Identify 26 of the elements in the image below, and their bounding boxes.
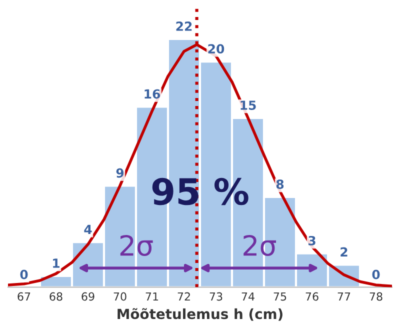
x-axis-title: Mõõtetulemus h (cm) [118, 308, 282, 321]
x-tick-label: 72 [178, 292, 190, 301]
data-label: 15 [240, 100, 256, 110]
data-label: 0 [372, 270, 380, 280]
annotation: 95 % [152, 178, 248, 206]
x-tick-label: 73 [210, 292, 222, 301]
x-tick-label: 67 [18, 292, 30, 301]
data-label: 0 [20, 270, 28, 280]
data-label: 3 [308, 236, 316, 246]
x-tick-label: 71 [146, 292, 158, 301]
data-label: 2 [340, 247, 348, 257]
x-tick-label: 68 [50, 292, 62, 301]
x-tick-label: 74 [242, 292, 254, 301]
x-tick-label: 77 [338, 292, 350, 301]
data-label: 8 [276, 180, 284, 189]
data-label: 22 [176, 22, 192, 31]
x-tick-label: 78 [370, 292, 382, 301]
x-tick-label: 75 [274, 292, 286, 301]
data-label: 16 [144, 89, 160, 99]
x-tick-label: 69 [82, 292, 94, 301]
data-label: 4 [84, 224, 92, 234]
data-label: 1 [53, 258, 60, 268]
x-tick-label: 76 [306, 292, 318, 301]
x-tick-label: 70 [114, 292, 126, 301]
data-label: 9 [116, 168, 124, 178]
data-label: 20 [208, 44, 224, 54]
